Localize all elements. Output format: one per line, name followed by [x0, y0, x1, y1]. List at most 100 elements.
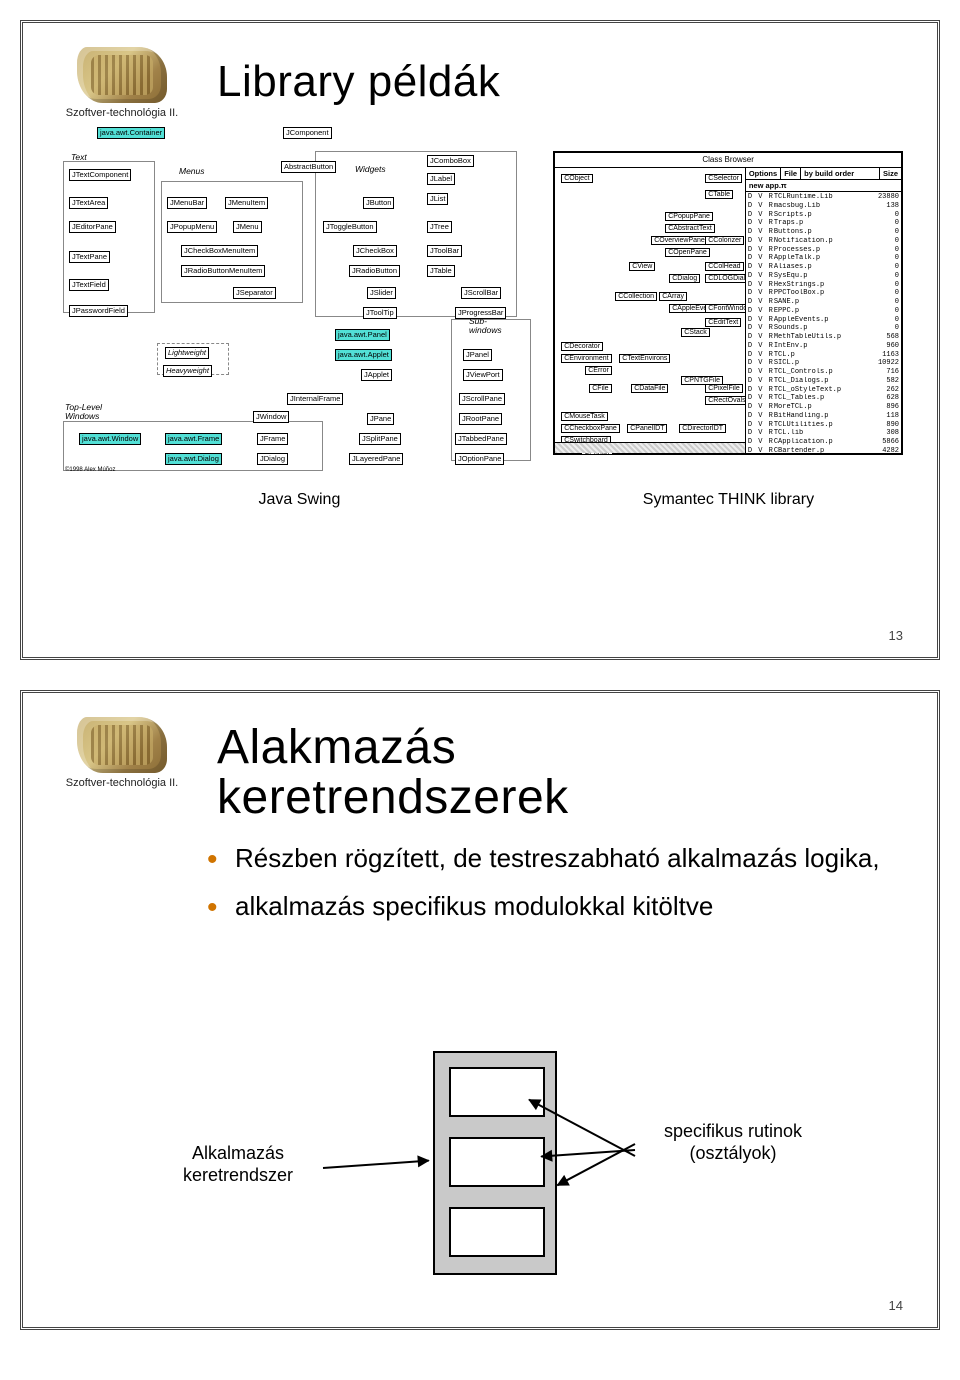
bullet-1: Részben rögzített, de testreszabható alk… — [207, 842, 903, 876]
class-node: JComponent — [283, 127, 332, 139]
caption-think: Symantec THINK library — [554, 491, 903, 509]
framework-slot — [449, 1137, 545, 1187]
tree-node: CPixelFile — [705, 384, 743, 393]
framework-slot — [449, 1067, 545, 1117]
tree-node: CMouseTask — [561, 412, 607, 421]
class-node: java.awt.Container — [97, 127, 165, 139]
file-row: D V RSounds.p0 — [748, 324, 899, 333]
class-node: JList — [427, 193, 448, 205]
class-node: JWindow — [253, 411, 289, 423]
class-node: java.awt.Dialog — [165, 453, 222, 465]
tree-node: CEnvironment — [561, 354, 611, 363]
framework-diagram: Alkalmazás keretrendszer specifikus ruti… — [163, 1051, 823, 1281]
class-node: JMenu — [233, 221, 262, 233]
logo-area: Szoftver-technológia II. — [57, 717, 187, 789]
group-label: Top-LevelWindows — [65, 403, 102, 421]
tree-node: COverviewPane — [651, 236, 708, 245]
class-node: JPopupMenu — [167, 221, 217, 233]
class-node: JInternalFrame — [287, 393, 343, 405]
class-node: JRootPane — [459, 413, 502, 425]
arrow — [323, 1160, 429, 1169]
class-node: JTree — [427, 221, 452, 233]
class-node: JTextField — [69, 279, 109, 291]
file-row: D V RTCL.lib308 — [748, 429, 899, 438]
class-node: JLabel — [427, 173, 455, 185]
tree-node: CDecorator — [561, 342, 603, 351]
class-node: Heavyweight — [163, 365, 212, 377]
class-node: JButton — [363, 197, 394, 209]
browser-titlebar: Class Browser — [555, 153, 901, 168]
group-label: Text — [71, 153, 87, 162]
class-node: JPane — [367, 413, 394, 425]
page-number: 13 — [889, 628, 903, 643]
class-node: JToolTip — [363, 307, 397, 319]
slide-title: Alakmazás keretrendszerek — [217, 723, 903, 824]
logo-caption: Szoftver-technológia II. — [57, 107, 187, 119]
figures-row: TextMenusWidgetsSub-windowsTop-LevelWind… — [61, 121, 903, 481]
file-row: D V RAliases.p0 — [748, 263, 899, 272]
tree-node: CSelector — [705, 174, 742, 183]
file-row: D V RBitHandling.p118 — [748, 412, 899, 421]
class-node: JFrame — [257, 433, 288, 445]
file-row: D V RPPCToolBox.p0 — [748, 289, 899, 298]
title-line-1: Alakmazás — [217, 721, 456, 774]
class-node: java.awt.Window — [79, 433, 141, 445]
file-row: D V RSANE.p0 — [748, 298, 899, 307]
file-row: D V RTCL_Tables.p628 — [748, 394, 899, 403]
class-node: JLayeredPane — [349, 453, 403, 465]
label-routines: specifikus rutinok (osztályok) — [643, 1121, 823, 1164]
figure-captions: Java Swing Symantec THINK library — [57, 491, 903, 509]
class-node: JToggleButton — [323, 221, 377, 233]
file-row: D V RTCL.p1163 — [748, 351, 899, 360]
bullet-list: Részben rögzített, de testreszabható alk… — [167, 842, 903, 924]
tree-node: CDataFile — [631, 384, 668, 393]
tree-node: CView — [629, 262, 655, 271]
tree-node: CDLOGDialog — [705, 274, 746, 283]
browser-body: CObjectCSelectorCTableCPopupPaneCAbstrac… — [555, 168, 901, 454]
file-row: D V RScripts.p0 — [748, 211, 899, 220]
file-row: D V RCApplication.p5866 — [748, 438, 899, 447]
file-row: D V RSysEqu.p0 — [748, 272, 899, 281]
file-row: D V RSICL.p10922 — [748, 359, 899, 368]
class-node: JProgressBar — [455, 307, 506, 319]
class-node: JViewPort — [463, 369, 503, 381]
file-row: D V RProcesses.p0 — [748, 246, 899, 255]
class-node: JSlider — [367, 287, 396, 299]
class-node: JRadioButtonMenuItem — [181, 265, 265, 277]
file-row: D V RButtons.p0 — [748, 228, 899, 237]
class-node: java.awt.Panel — [335, 329, 390, 341]
file-row: D V Rmacsbug.Lib138 — [748, 202, 899, 211]
col-order: by build order — [801, 168, 880, 179]
class-node: JTextPane — [69, 251, 110, 263]
title-line-2: keretrendszerek — [217, 771, 569, 824]
class-node: java.awt.Applet — [335, 349, 392, 361]
tree-node: CError — [585, 366, 612, 375]
horizontal-scrollbar[interactable] — [555, 442, 745, 453]
file-row: D V RTCLUtilities.p890 — [748, 421, 899, 430]
framework-frame — [433, 1051, 557, 1275]
class-node: JEditorPane — [69, 221, 116, 233]
class-node: JApplet — [361, 369, 392, 381]
tree-node: CEditText — [705, 318, 741, 327]
class-browser-window: Class Browser CObjectCSelectorCTableCPop… — [553, 151, 903, 455]
class-node: JOptionPane — [455, 453, 504, 465]
class-node: JPasswordField — [69, 305, 128, 317]
class-node: JMenuItem — [225, 197, 268, 209]
slide-13: Szoftver-technológia II. Library példák … — [20, 20, 940, 660]
class-node: JSeparator — [233, 287, 276, 299]
class-node: JCheckBoxMenuItem — [181, 245, 258, 257]
file-row: D V RIntEnv.p960 — [748, 342, 899, 351]
swing-diagram: TextMenusWidgetsSub-windowsTop-LevelWind… — [61, 121, 541, 481]
file-row: D V RTCL_Dialogs.p582 — [748, 377, 899, 386]
tree-node: CFile — [589, 384, 611, 393]
machine-icon — [77, 717, 167, 773]
tree-node: CPanelIDT — [627, 424, 667, 433]
file-row: D V RTCLRuntime.Lib23880 — [748, 193, 899, 202]
class-node: JTabbedPane — [455, 433, 507, 445]
class-node: JToolBar — [427, 245, 462, 257]
tree-node: CDialog — [669, 274, 700, 283]
file-row: D V RHexStrings.p0 — [748, 281, 899, 290]
class-node: JRadioButton — [349, 265, 400, 277]
file-row: D V RAppleEvents.p0 — [748, 316, 899, 325]
col-options: Options — [746, 168, 781, 179]
